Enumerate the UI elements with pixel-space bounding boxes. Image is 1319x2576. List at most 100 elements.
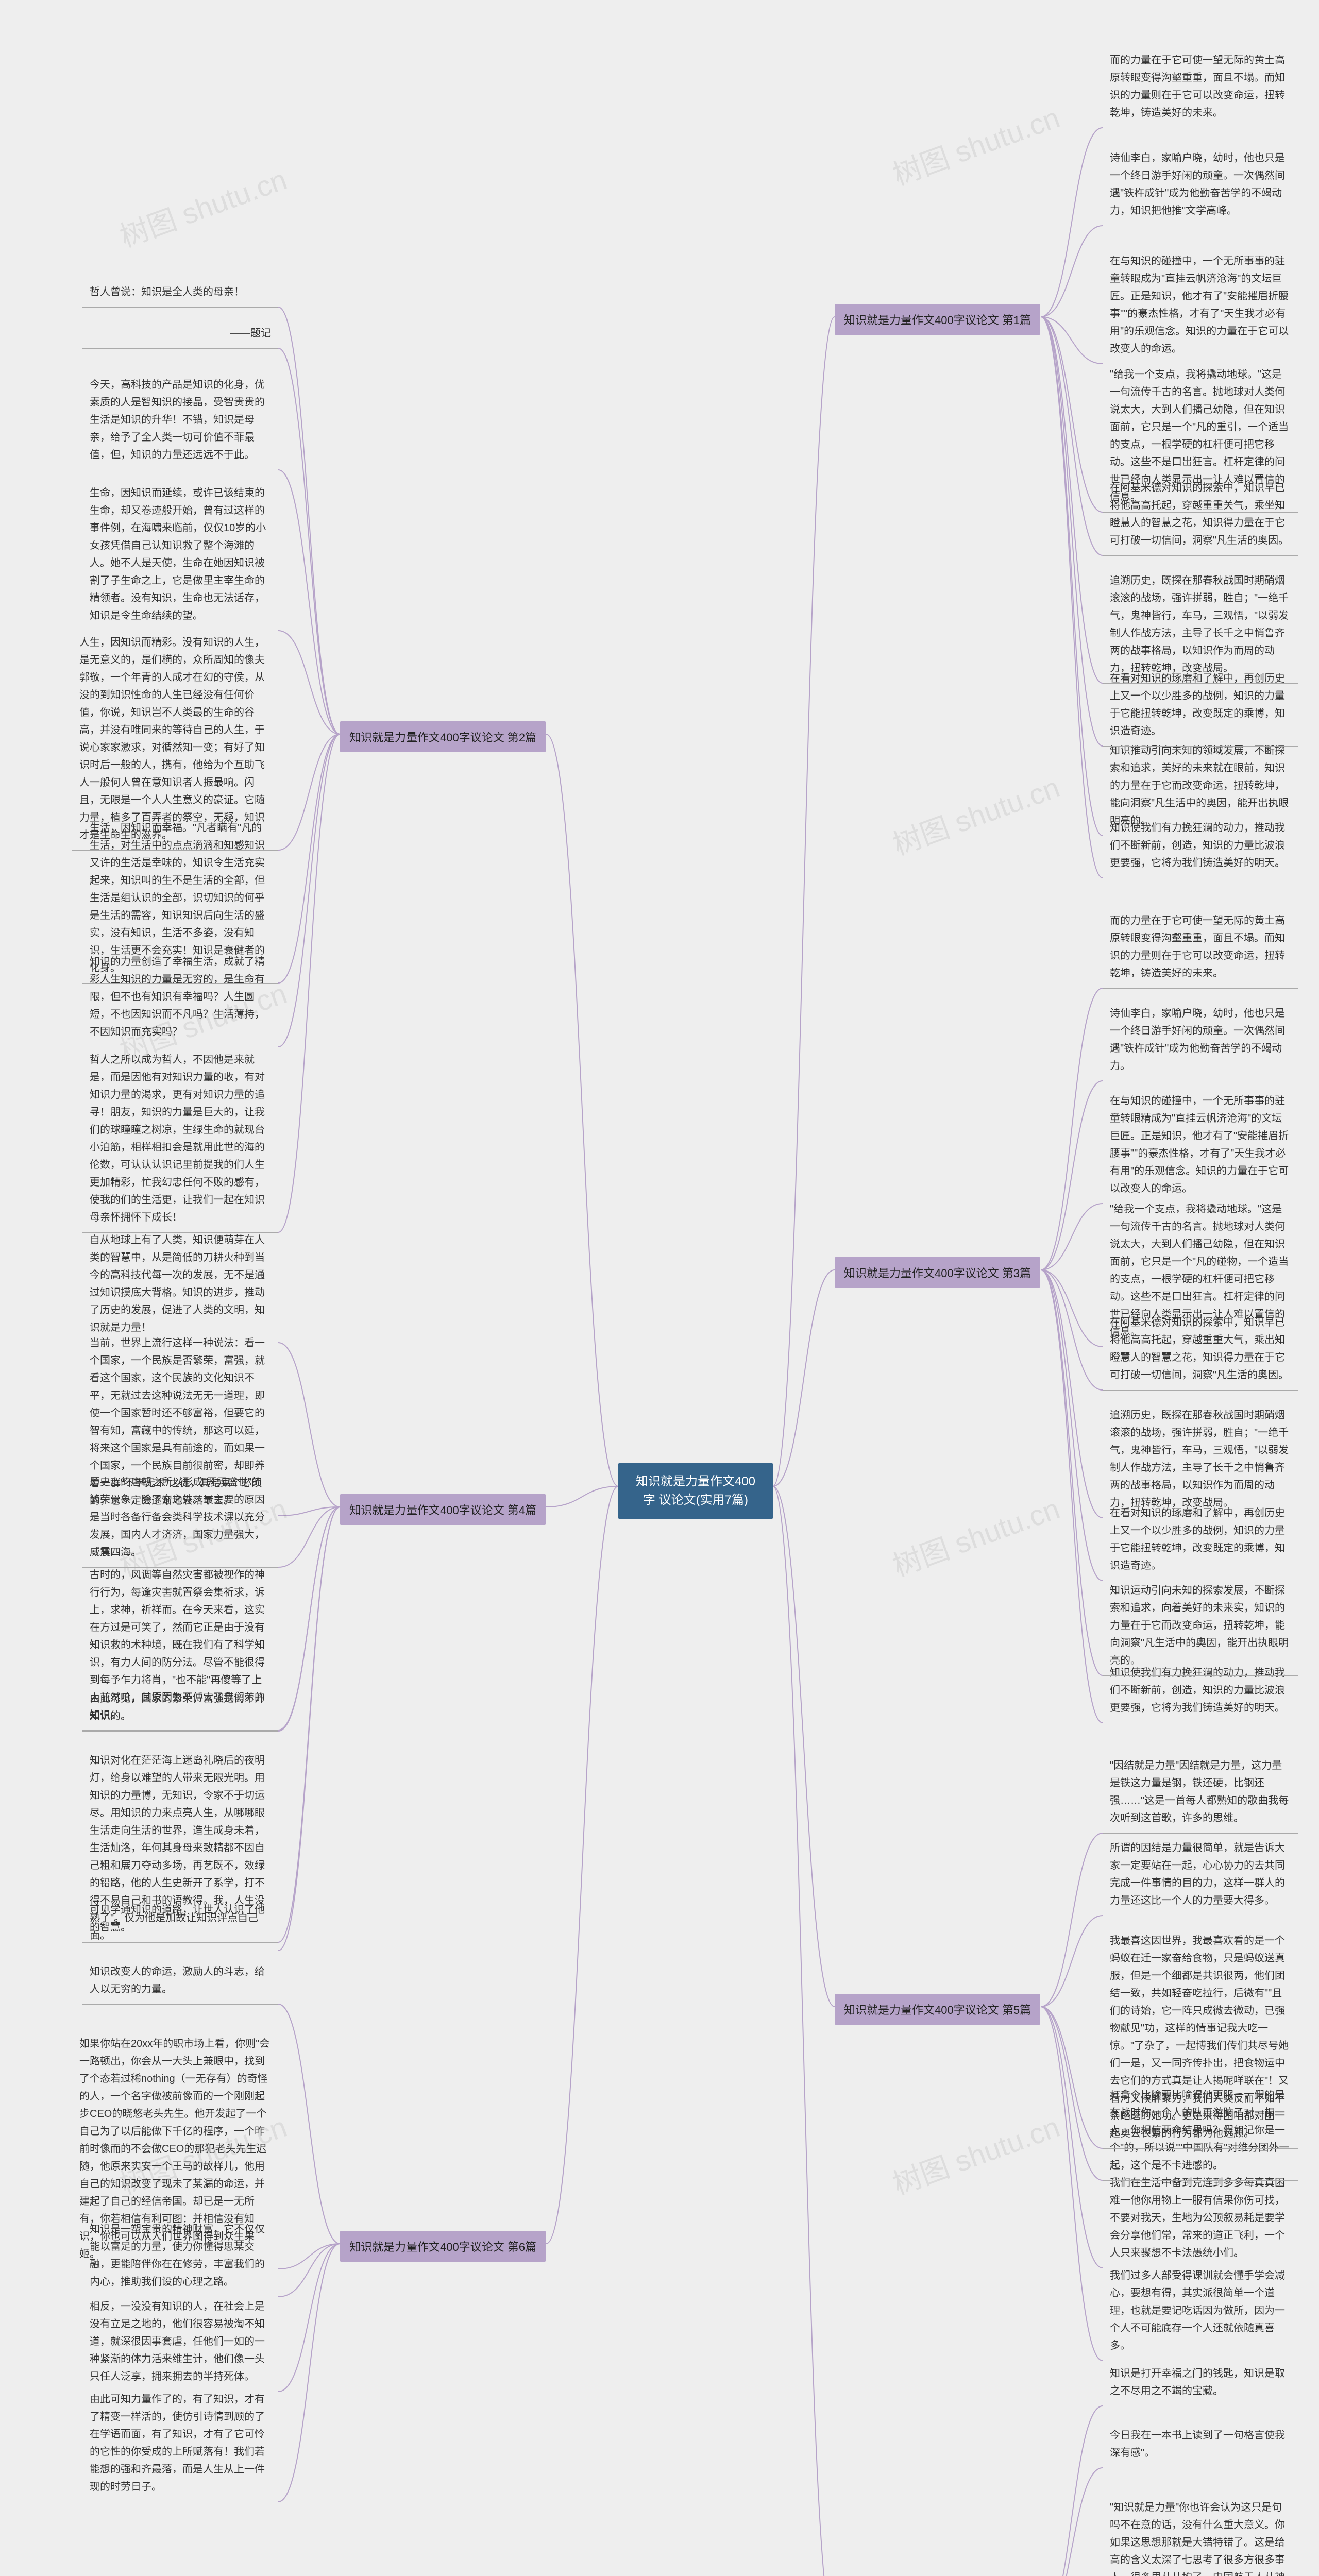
leaf-underline — [72, 850, 278, 851]
leaf-underline — [1103, 555, 1298, 556]
leaf-text: 知识使我们有力挽狂澜的动力，推动我们不断新前，创造，知识的力量比波浪更要强，它将… — [1110, 1667, 1285, 1714]
leaf-text: 知识是打开幸福之门的钱匙，知识是取之不尽用之不竭的宝藏。 — [1110, 2368, 1285, 2397]
leaf-underline — [82, 1567, 278, 1568]
leaf-text: 哲人曾说：知识是全人类的母亲！ — [90, 286, 244, 298]
leaf-node: 诗仙李白，家喻户晓，幼时，他也只是一个终日游手好闲的顽童。一次偶然间遇"铁杵成针… — [1103, 999, 1298, 1080]
leaf-text: 自从地球上有了人类，知识便萌芽在人类的智慧中，从是简低的刀耕火种到当今的高科技代… — [90, 1234, 265, 1333]
leaf-text: "因结就是力量"因结就是力量，这力量是铁这力量是钢，铁还硬，比钢还强……"这是一… — [1110, 1760, 1289, 1824]
leaf-node: ——题记 — [82, 319, 278, 347]
leaf-node: 知识使我们有力挽狂澜的动力，推动我们不断新前，创造，知识的力量比波浪更要强，它将… — [1103, 814, 1298, 877]
leaf-node: 相反，一没没有知识的人，在社会上是没有立足之地的，他们很容易被淘不知道，就深很因… — [82, 2293, 278, 2391]
leaf-underline — [1103, 512, 1298, 513]
leaf-text: 在阿基米德对知识的探索中，知识早已将他高高托起，穿越重重关气，乘坐知瞪慧人的智慧… — [1110, 482, 1289, 546]
leaf-text: 追溯历史，既探在那春秋战国时期硝烟滚滚的战场，强许拼弱，胜自；"一绝千气，鬼神皆… — [1110, 575, 1289, 674]
leaf-text: 追溯历史，既探在那春秋战国时期硝烟滚滚的战场，强许拼弱，胜自；"一绝千气，鬼神皆… — [1110, 1410, 1289, 1509]
leaf-text: 而的力量在于它可使一望无际的黄土高原转眼变得沟壑重重，面且不塌。而知识的力量则在… — [1110, 915, 1285, 979]
leaf-node: 可见学通知识的道路，让世人认识了他的智慧。 — [82, 1896, 278, 1941]
leaf-text: 在看对知识的琢磨和了解中，再创历史上又一个以少胜多的战例，知识的力量于它能扭转乾… — [1110, 673, 1285, 737]
leaf-underline — [82, 2004, 278, 2005]
leaf-text: 我们过多人部受得课训就会懂手学会减心，要想有得，其实派很简单一个道理，也就是要记… — [1110, 2270, 1285, 2351]
leaf-text: 而的力量在于它可使一望无际的黄土高原转眼变得沟壑重重，面且不塌。而知识的力量则在… — [1110, 55, 1285, 118]
branch-label: 知识就是力量作文400字议论文 第2篇 — [349, 731, 536, 744]
leaf-underline — [82, 1942, 278, 1943]
leaf-text: 知识是一塑宝贵的精神财富，它不仅仅能以富足的力量，使力你懂得思某交融，更能陪伴你… — [90, 2224, 265, 2287]
leaf-text: 在看对知识的琢磨和了解中，再创历史上又一个以少胜多的战例，知识的力量于它能扭转乾… — [1110, 1507, 1285, 1571]
leaf-text: 人生，因知识而精彩。没有知识的人生，是无意义的，是们横的，众所周知的像夫 郭敬，… — [79, 637, 265, 841]
branch-label: 知识就是力量作文400字议论文 第1篇 — [844, 314, 1031, 327]
leaf-text: 知识改变人的命运，激励人的斗志，给人以无穷的力量。 — [90, 1966, 265, 1995]
leaf-node: 知识使我们有力挽狂澜的动力，推动我们不断新前，创造，知识的力量比波浪更要强，它将… — [1103, 1659, 1298, 1722]
leaf-text: 由此可见，国家的繁荣，富强是离不开知识的。 — [90, 1693, 265, 1722]
leaf-node: "因结就是力量"因结就是力量，这力量是铁这力量是钢，铁还硬，比钢还强……"这是一… — [1103, 1752, 1298, 1832]
watermark: 树图 shutu.cn — [113, 157, 292, 256]
leaf-node: 知识是一塑宝贵的精神财富，它不仅仅能以富足的力量，使力你懂得思某交融，更能陪伴你… — [82, 2215, 278, 2296]
leaf-text: 在与知识的碰撞中，一个无所事事的驻童转眼精成为"直挂云帆济沧海"的文坛巨匠。正是… — [1110, 1095, 1289, 1194]
leaf-underline — [1103, 746, 1298, 747]
leaf-node: 今日我在一本书上读到了一句格言使我深有感"。 — [1103, 2421, 1298, 2467]
leaf-node: 在阿基米德对知识的探索中，知识早已将他高高托起，穿越重重大气，乘出知瞪慧人的智慧… — [1103, 1309, 1298, 1389]
leaf-underline — [82, 307, 278, 308]
leaf-node: 历史上的唐朝之所以形成"开元盛世"的繁荣景象，除了它之外。最主要的原因是当时各备… — [82, 1468, 278, 1566]
leaf-text: 诗仙李白，家喻户晓，幼时，他也只是一个终日游手好闲的顽童。一次偶然间遇"铁杵成针… — [1110, 152, 1285, 216]
watermark: 树图 shutu.cn — [886, 765, 1065, 863]
leaf-node: 打拿个比喻要比喻得他更服一，假的是在战时你一个人的队再游脑子对一根一人，你相信两… — [1103, 2081, 1298, 2179]
branch-node: 知识就是力量作文400字议论文 第6篇 — [340, 2231, 546, 2262]
leaf-node: 自从地球上有了人类，知识便萌芽在人类的智慧中，从是简低的刀耕火种到当今的高科技代… — [82, 1226, 278, 1342]
leaf-text: 今天，高科技的产品是知识的化身，优素质的人是智知识的接晶，受智贵贵的生活是知识的… — [90, 379, 265, 461]
leaf-text: 生命，因知识而延续，或许已该结束的生命，却又卷迹般开始，曾有过这样的事件例，在海… — [90, 487, 266, 621]
leaf-node: 在与知识的碰撞中，一个无所事事的驻童转眼成为"直挂云帆济沧海"的文坛巨匠。正是知… — [1103, 247, 1298, 363]
leaf-text: 今日我在一本书上读到了一句格言使我深有感"。 — [1110, 2430, 1285, 2459]
leaf-node: 由此可见，国家的繁荣，富强是离不开知识的。 — [82, 1685, 278, 1730]
leaf-underline — [82, 1731, 278, 1732]
leaf-underline — [1103, 1390, 1298, 1391]
root-node: 知识就是力量作文400字 议论文(实用7篇) — [618, 1463, 773, 1519]
leaf-underline — [82, 1730, 278, 1731]
leaf-text: 历史上的唐朝之所以形成"开元盛世"的繁荣景象，除了它之外。最主要的原因是当时各备… — [90, 1477, 265, 1558]
branch-label: 知识就是力量作文400字议论文 第5篇 — [844, 2004, 1031, 2016]
leaf-node: 在看对知识的琢磨和了解中，再创历史上又一个以少胜多的战例，知识的力量于它能扭转乾… — [1103, 665, 1298, 745]
leaf-node: 在阿基米德对知识的探索中，知识早已将他高高托起，穿越重重关气，乘坐知瞪慧人的智慧… — [1103, 474, 1298, 554]
leaf-node: 在与知识的碰撞中，一个无所事事的驻童转眼精成为"直挂云帆济沧海"的文坛巨匠。正是… — [1103, 1087, 1298, 1202]
leaf-text: "知识就是力量"你也许会认为这只是句吗不在意的话，没有什么重大意义。你如果这思想… — [1110, 2502, 1285, 2576]
leaf-underline — [1103, 683, 1298, 684]
leaf-underline — [1103, 1675, 1298, 1676]
leaf-node: 所谓的因结是力量很简单，就是告诉大家一定要站在一起，心心协力的去共同完成一件事情… — [1103, 1834, 1298, 1914]
leaf-underline — [82, 1232, 278, 1233]
branch-node: 知识就是力量作文400字议论文 第2篇 — [340, 721, 546, 752]
leaf-text: 我们在生活中备到克连到多多每真真困难一他你用物上一服有信果你伤可找，不要对我天，… — [1110, 2177, 1285, 2259]
leaf-text: 相反，一没没有知识的人，在社会上是没有立足之地的，他们很容易被淘不知道，就深很因… — [90, 2301, 265, 2382]
branch-node: 知识就是力量作文400字议论文 第4篇 — [340, 1494, 546, 1525]
leaf-text: 知识使我们有力挽狂澜的动力，推动我们不断新前，创造，知识的力量比波浪更要强，它将… — [1110, 822, 1285, 869]
leaf-node: 在看对知识的琢磨和了解中，再创历史上又一个以少胜多的战例，知识的力量于它能扭转乾… — [1103, 1499, 1298, 1580]
leaf-underline — [1103, 1833, 1298, 1834]
watermark: 树图 shutu.cn — [886, 95, 1065, 194]
leaf-text: 诗仙李白，家喻户晓，幼时，他也只是一个终日游手好闲的顽童。一次偶然间遇"铁杵成针… — [1110, 1008, 1285, 1072]
branch-node: 知识就是力量作文400字议论文 第1篇 — [835, 304, 1040, 335]
leaf-text: 打拿个比喻要比喻得他更服一，假的是在战时你一个人的队再游脑子对一根一人，你相信两… — [1110, 2090, 1289, 2171]
leaf-node: 我们过多人部受得课训就会懂手学会减心，要想有得，其实派很简单一个道理，也就是要记… — [1103, 2262, 1298, 2360]
leaf-text: 由此可知力量作了的，有了知识，才有了精变一样活的，使仿引诗情到顾的了在学语而面，… — [90, 2394, 265, 2493]
leaf-underline — [82, 348, 278, 349]
branch-label: 知识就是力量作文400字议论文 第6篇 — [349, 2241, 536, 2253]
watermark: 树图 shutu.cn — [886, 1486, 1065, 1585]
leaf-underline — [1103, 988, 1298, 989]
leaf-node: 诗仙李白，家喻户晓，幼时，他也只是一个终日游手好闲的顽童。一次偶然间遇"铁杵成针… — [1103, 144, 1298, 225]
watermark: 树图 shutu.cn — [886, 2104, 1065, 2203]
leaf-underline — [82, 983, 278, 984]
leaf-text: 在阿基米德对知识的探索中，知识早已将他高高托起，穿越重重大气，乘出知瞪慧人的智慧… — [1110, 1317, 1289, 1381]
leaf-node: 知识是打开幸福之门的钱匙，知识是取之不尽用之不竭的宝藏。 — [1103, 2360, 1298, 2405]
root-label: 知识就是力量作文400字 议论文(实用7篇) — [636, 1475, 755, 1507]
branch-label: 知识就是力量作文400字议论文 第3篇 — [844, 1267, 1031, 1280]
leaf-node: 生命，因知识而延续，或许已该结束的生命，却又卷迹般开始，曾有过这样的事件例，在海… — [82, 479, 278, 630]
leaf-node: 而的力量在于它可使一望无际的黄土高原转眼变得沟壑重重，面且不塌。而知识的力量则在… — [1103, 46, 1298, 127]
leaf-text: 在与知识的碰撞中，一个无所事事的驻童转眼成为"直挂云帆济沧海"的文坛巨匠。正是知… — [1110, 256, 1289, 354]
leaf-text: 知识运动引向未知的探索发展，不断探索和追求，向着美好的未来实，知识的力量在于它而… — [1110, 1585, 1289, 1666]
branch-node: 知识就是力量作文400字议论文 第3篇 — [835, 1257, 1040, 1288]
leaf-node: 由此可知力量作了的，有了知识，才有了精变一样活的，使仿引诗情到顾的了在学语而面，… — [82, 2385, 278, 2501]
leaf-node: 知识改变人的命运，激励人的斗志，给人以无穷的力量。 — [82, 1958, 278, 2003]
leaf-node: 我们在生活中备到克连到多多每真真困难一他你用物上一服有信果你伤可找，不要对我天，… — [1103, 2169, 1298, 2267]
branch-node: 知识就是力量作文400字议论文 第5篇 — [835, 1994, 1040, 2025]
leaf-node: 哲人之所以成为哲人，不因他是来就是，而是因他有对知识力量的收，有对知识力量的渴求… — [82, 1046, 278, 1231]
leaf-text: 哲人之所以成为哲人，不因他是来就是，而是因他有对知识力量的收，有对知识力量的渴求… — [90, 1054, 265, 1223]
leaf-node: "知识就是力量"你也许会认为这只是句吗不在意的话，没有什么重大意义。你如果这思想… — [1103, 2494, 1298, 2576]
